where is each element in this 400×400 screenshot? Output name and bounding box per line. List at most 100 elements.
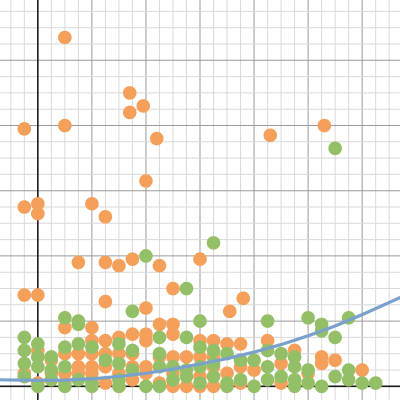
- data-point: [44, 350, 59, 364]
- data-point: [179, 369, 194, 384]
- data-point: [260, 333, 275, 348]
- data-point: [58, 320, 72, 335]
- data-point: [139, 301, 153, 315]
- data-point: [152, 379, 167, 394]
- data-point: [122, 105, 137, 120]
- data-point: [112, 379, 126, 394]
- data-point: [112, 356, 126, 371]
- data-point: [287, 359, 302, 374]
- data-point: [260, 314, 275, 328]
- data-point: [149, 131, 164, 146]
- data-point: [139, 333, 153, 348]
- data-point: [314, 350, 329, 364]
- data-point: [58, 30, 72, 45]
- data-point: [31, 206, 45, 221]
- data-point: [179, 379, 194, 394]
- data-point: [274, 346, 288, 361]
- data-point: [206, 369, 221, 384]
- data-point: [206, 343, 221, 358]
- data-point: [166, 281, 180, 296]
- data-point: [125, 343, 140, 358]
- data-point: [179, 281, 194, 296]
- data-point: [206, 236, 221, 250]
- data-point: [17, 343, 32, 358]
- data-point: [85, 379, 99, 394]
- data-point: [71, 337, 86, 351]
- data-point: [166, 350, 180, 364]
- curve-layer: [0, 296, 400, 383]
- data-point: [98, 333, 113, 348]
- data-point: [233, 337, 248, 351]
- data-point: [233, 372, 248, 387]
- data-point: [44, 363, 59, 377]
- data-point: [179, 330, 194, 345]
- data-point: [31, 196, 45, 211]
- data-point: [166, 327, 180, 341]
- data-point: [260, 359, 275, 374]
- data-point: [368, 376, 383, 390]
- data-point: [85, 196, 99, 211]
- data-point: [328, 330, 342, 345]
- data-point: [139, 379, 153, 394]
- data-point: [71, 317, 86, 332]
- data-point: [112, 346, 126, 361]
- data-point: [58, 340, 72, 354]
- data-point: [317, 118, 332, 133]
- data-point: [166, 317, 180, 332]
- data-point: [31, 337, 45, 351]
- data-point: [71, 255, 86, 270]
- data-point: [260, 372, 275, 387]
- data-point: [287, 379, 302, 394]
- data-point: [58, 359, 72, 374]
- data-point: [247, 379, 261, 394]
- data-point: [58, 118, 72, 133]
- data-point: [98, 294, 113, 309]
- data-point: [125, 252, 140, 266]
- data-point: [193, 252, 207, 266]
- data-point: [220, 366, 234, 381]
- data-point: [152, 317, 167, 332]
- data-point: [206, 333, 221, 348]
- data-point: [31, 379, 45, 394]
- data-point: [314, 379, 329, 394]
- data-point: [220, 379, 234, 394]
- data-point: [152, 258, 167, 273]
- data-point: [263, 128, 278, 143]
- data-point: [222, 304, 237, 319]
- data-point: [328, 369, 342, 384]
- data-point: [17, 200, 32, 214]
- data-point: [341, 363, 356, 377]
- data-point: [301, 311, 315, 325]
- data-point: [71, 346, 86, 361]
- data-point: [125, 327, 140, 341]
- data-point: [193, 376, 207, 390]
- data-point: [98, 255, 113, 270]
- data-point: [125, 304, 140, 319]
- data-point: [98, 353, 113, 368]
- data-point: [139, 249, 153, 263]
- data-point: [274, 356, 288, 371]
- data-point: [17, 121, 32, 136]
- data-point: [193, 314, 207, 328]
- data-point: [98, 376, 113, 390]
- data-point: [152, 346, 167, 361]
- data-point: [136, 99, 151, 113]
- data-point: [193, 340, 207, 354]
- data-point: [220, 337, 234, 351]
- data-point: [328, 141, 342, 156]
- data-point: [58, 311, 72, 325]
- data-point: [179, 350, 194, 364]
- data-point: [301, 376, 315, 390]
- data-point: [247, 363, 261, 377]
- data-point: [355, 376, 369, 390]
- data-point: [58, 379, 72, 394]
- data-point: [17, 356, 32, 371]
- data-point: [122, 86, 137, 100]
- data-point: [236, 291, 251, 306]
- series-layer: [17, 30, 383, 394]
- data-point: [17, 330, 32, 345]
- data-point: [98, 209, 113, 224]
- series-1: [17, 141, 383, 394]
- data-point: [287, 350, 302, 364]
